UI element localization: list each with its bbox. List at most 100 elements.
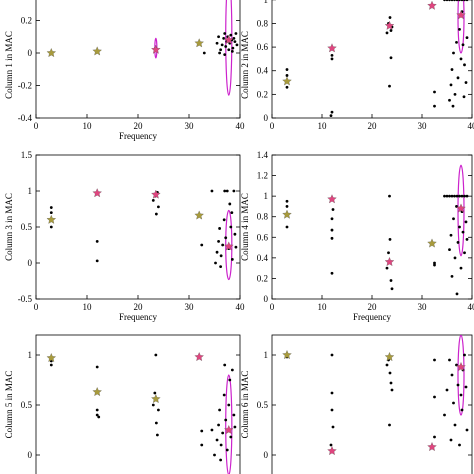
data-point (385, 363, 389, 367)
data-point (157, 408, 160, 412)
x-tick-label: 20 (368, 121, 378, 131)
data-point (463, 353, 466, 357)
data-point (330, 57, 334, 61)
y-axis-label: Column 6 in MAC (240, 371, 250, 439)
data-point (329, 443, 333, 447)
star-marker (151, 44, 161, 54)
data-point (450, 68, 454, 71)
data-point (331, 208, 335, 211)
data-point (456, 76, 460, 80)
data-point (154, 421, 158, 425)
data-point (210, 428, 214, 432)
x-tick-label: 0 (34, 302, 39, 312)
data-point (461, 230, 465, 234)
data-point (219, 458, 223, 462)
y-axis-label: Column 5 in MAC (4, 371, 14, 439)
data-point (330, 217, 334, 221)
x-axis-label: Frequency (119, 131, 157, 141)
data-layer (282, 335, 469, 456)
data-point (459, 393, 463, 397)
data-point (217, 423, 220, 427)
data-point (49, 211, 53, 215)
data-point (200, 443, 204, 447)
data-point (465, 194, 469, 198)
data-point (449, 438, 453, 442)
data-point (330, 391, 334, 395)
data-point (153, 391, 157, 395)
data-point (458, 194, 461, 198)
x-axis-label: Frequency (119, 312, 157, 322)
star-marker (224, 425, 234, 435)
data-point (213, 453, 216, 457)
data-point (218, 227, 222, 230)
data-point (433, 358, 436, 362)
data-point (285, 199, 289, 203)
data-point (330, 353, 334, 357)
data-point (458, 0, 461, 2)
data-point (329, 114, 333, 118)
data-point (463, 63, 466, 67)
uncertainty-ellipse (457, 335, 465, 416)
uncertainty-ellipse (225, 374, 233, 474)
data-point (225, 189, 229, 193)
x-tick-label: 10 (318, 121, 328, 131)
data-point (450, 274, 454, 278)
data-layer (46, 0, 239, 96)
star-marker (194, 352, 204, 362)
data-point (215, 41, 219, 45)
data-point (459, 57, 463, 61)
star-marker (194, 210, 204, 220)
data-point (228, 378, 232, 382)
data-layer (282, 0, 469, 118)
data-point (210, 189, 214, 193)
data-point (448, 194, 451, 198)
data-point (389, 56, 393, 60)
data-point (387, 251, 390, 255)
star-marker (384, 256, 395, 267)
data-point (443, 413, 446, 417)
data-point (215, 250, 219, 254)
y-tick-label: 0.5 (257, 400, 269, 410)
data-point (448, 0, 451, 2)
data-point (221, 243, 225, 247)
data-point (433, 104, 436, 108)
star-marker (384, 352, 395, 362)
y-tick-label: 0.5 (21, 222, 33, 232)
data-point (433, 90, 436, 94)
data-point (230, 49, 234, 53)
x-tick-label: 40 (468, 302, 474, 312)
data-point (223, 32, 227, 35)
data-point (388, 16, 392, 19)
data-point (450, 194, 454, 198)
star-marker (92, 387, 102, 397)
data-point (452, 401, 455, 405)
data-point (330, 236, 334, 240)
data-point (460, 0, 464, 2)
y-axis-label: Column 2 in MAC (240, 31, 250, 99)
star-marker (282, 350, 292, 360)
data-point (443, 194, 446, 198)
data-point (97, 415, 101, 419)
y-tick-label: 0.6 (257, 232, 269, 242)
y-axis-label: Column 4 in MAC (240, 193, 250, 261)
data-point (433, 395, 436, 399)
data-point (200, 243, 204, 247)
data-point (219, 48, 223, 52)
data-point (330, 408, 334, 412)
data-point (460, 194, 464, 198)
data-point (443, 0, 446, 2)
y-tick-label: 0.2 (257, 89, 268, 99)
data-point (218, 408, 222, 412)
data-point (234, 245, 238, 249)
star-marker (456, 10, 466, 20)
data-point (285, 74, 289, 77)
y-tick-label: 0 (28, 258, 33, 268)
plot-frame (35, 154, 241, 300)
data-point (230, 258, 234, 261)
x-tick-label: 20 (368, 302, 378, 312)
data-point (223, 363, 227, 367)
x-axis-label: Frequency (353, 312, 391, 322)
data-point (453, 0, 456, 2)
y-tick-label: 0.5 (21, 400, 33, 410)
data-layer (282, 164, 469, 296)
